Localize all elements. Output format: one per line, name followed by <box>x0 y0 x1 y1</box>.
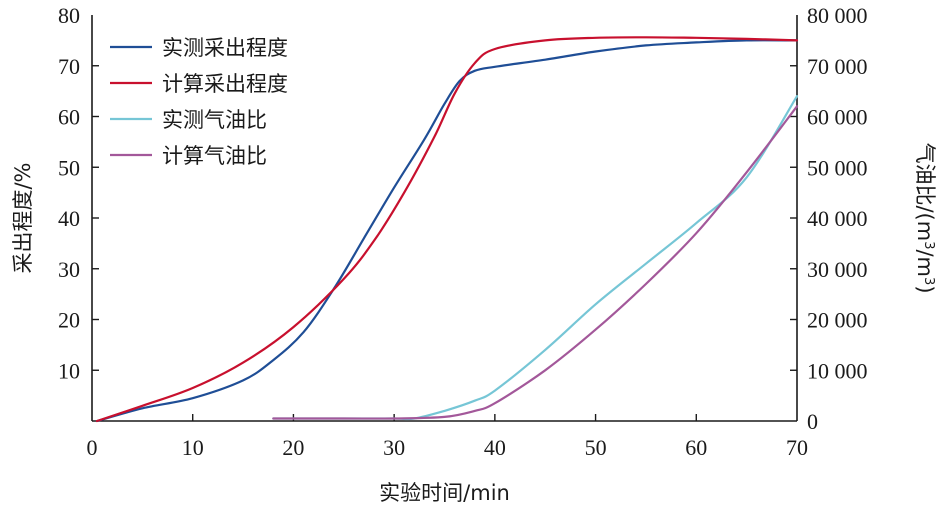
y-tick-label: 40 <box>58 206 80 231</box>
x-tick-label: 70 <box>786 435 808 460</box>
y2-axis-title: 气油比/(m3/m3) <box>913 142 936 293</box>
y-tick-label: 50 <box>58 155 80 180</box>
y2-tick-label: 70 000 <box>807 54 868 79</box>
y-axis-title: 采出程度/% <box>11 162 35 273</box>
legend-label: 计算采出程度 <box>162 72 288 96</box>
y2-axis-title-sup2: 3 <box>922 277 936 285</box>
y2-tick-label: 40 000 <box>807 206 868 231</box>
y2-axis-title-sup1: 3 <box>922 241 936 249</box>
x-tick-label: 60 <box>685 435 707 460</box>
y2-tick-label: 0 <box>807 409 818 434</box>
legend-label: 实测采出程度 <box>162 36 288 60</box>
legend-label: 实测气油比 <box>162 108 267 132</box>
y2-tick-label: 30 000 <box>807 257 868 282</box>
ticks: 0 10 20 30 40 50 60 70 10 20 30 40 50 60 70 80 0 10 000 20… <box>58 3 868 460</box>
y2-axis-title-main: 气油比/(m <box>913 142 936 241</box>
x-tick-label: 50 <box>585 435 607 460</box>
y-tick-label: 70 <box>58 54 80 79</box>
y2-tick-label: 20 000 <box>807 308 868 333</box>
x-tick-label: 20 <box>282 435 304 460</box>
y-tick-label: 30 <box>58 257 80 282</box>
y2-axis-title-end: ) <box>913 285 936 293</box>
y2-tick-label: 50 000 <box>807 155 868 180</box>
y-tick-label: 10 <box>58 358 80 383</box>
x-tick-label: 30 <box>383 435 405 460</box>
y-tick-label: 60 <box>58 105 80 130</box>
x-tick-label: 40 <box>484 435 506 460</box>
y-tick-label: 80 <box>58 3 80 28</box>
legend-label: 计算气油比 <box>162 144 267 168</box>
x-tick-label: 0 <box>87 435 98 460</box>
y-tick-label: 20 <box>58 308 80 333</box>
series-calculated-gor <box>272 105 799 420</box>
x-axis-title: 实验时间/min <box>379 481 510 505</box>
y2-tick-label: 60 000 <box>807 105 868 130</box>
y2-axis-title-mid: /m <box>913 249 936 277</box>
y2-tick-label: 80 000 <box>807 3 868 28</box>
series-calculated-recovery <box>95 36 799 423</box>
y2-tick-label: 10 000 <box>807 358 868 383</box>
series-layer <box>95 36 799 423</box>
series-measured-recovery <box>95 39 799 423</box>
x-tick-label: 10 <box>182 435 204 460</box>
